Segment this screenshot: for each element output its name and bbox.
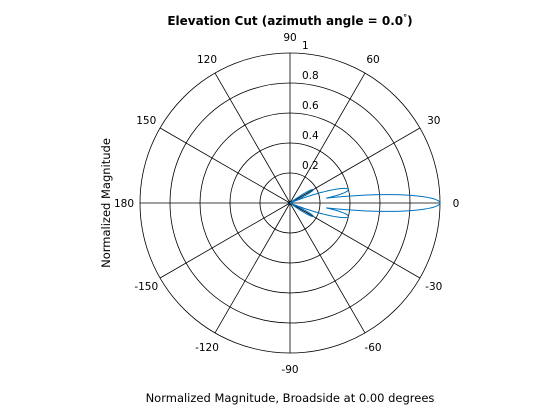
angle-tick-label: 30	[427, 115, 440, 127]
pattern-line-0	[289, 187, 441, 219]
x-axis-label: Normalized Magnitude, Broadside at 0.00 …	[146, 391, 435, 405]
pattern-series	[289, 187, 441, 219]
y-axis-label: Normalized Magnitude	[99, 138, 113, 268]
angle-tick-label: -60	[364, 342, 381, 354]
angle-tick-label: 120	[197, 54, 217, 66]
grid-spoke-150	[159, 127, 291, 204]
radial-tick-label: 1	[302, 40, 309, 52]
grid-spoke-120	[214, 72, 291, 204]
chart-title: Elevation Cut (azimuth angle = 0.0°)	[167, 13, 412, 28]
radial-tick-label: 0.2	[302, 160, 319, 172]
grid-spoke-60	[289, 72, 366, 204]
radial-tick-label: 0.8	[302, 70, 319, 82]
angle-tick-label: 90	[283, 32, 296, 44]
polar-grid	[139, 52, 441, 354]
angle-tick-label: -120	[195, 342, 219, 354]
angle-tick-label: 0	[453, 198, 460, 210]
grid-spoke-neg60	[289, 202, 366, 334]
angle-tick-label: -30	[425, 281, 442, 293]
angle-tick-label: -90	[281, 364, 298, 376]
grid-spoke-neg30	[289, 202, 421, 279]
grid-spoke-30	[289, 127, 421, 204]
angle-tick-label: 150	[136, 115, 156, 127]
radial-tick-label: 0.6	[302, 100, 319, 112]
angle-tick-label: 180	[114, 198, 134, 210]
radial-tick-label: 0.4	[302, 130, 319, 142]
grid-spoke-neg150	[159, 202, 291, 279]
angle-tick-label: 60	[366, 54, 379, 66]
angle-tick-label: -150	[134, 281, 158, 293]
tick-labels: 0.2 0.4 0.6 0.8 1 0 30 60 90 120 150 180 -150 -120 -90…	[114, 32, 459, 376]
grid-spoke-neg120	[214, 202, 291, 334]
